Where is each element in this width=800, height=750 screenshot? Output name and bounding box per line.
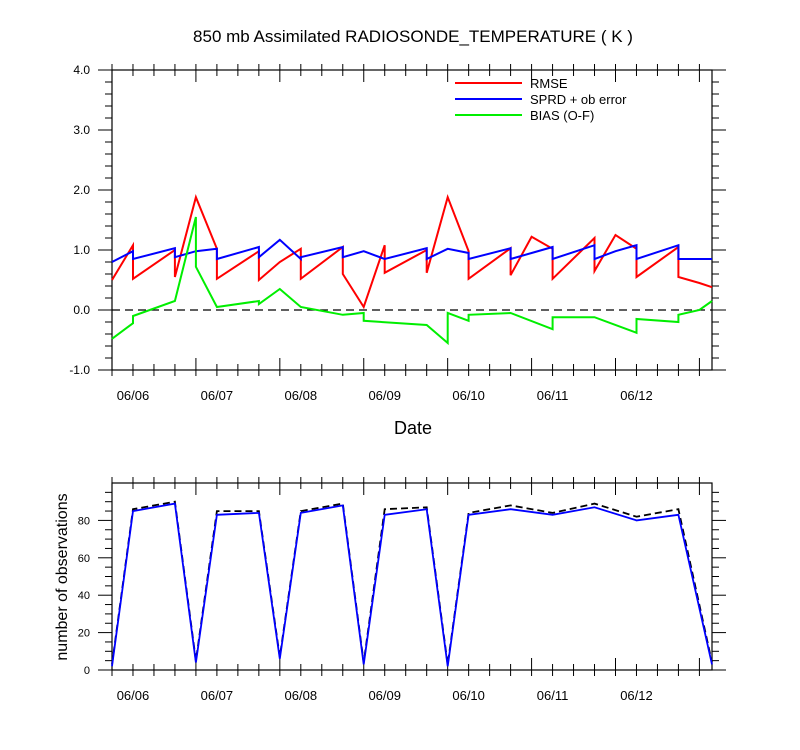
x-axis-label: Date <box>394 418 432 438</box>
x-tick-label: 06/10 <box>452 688 485 703</box>
obs-used-line <box>111 502 713 667</box>
sprd-line <box>111 238 712 263</box>
x-tick-label: 06/11 <box>537 688 569 703</box>
y-tick-label: 40 <box>78 590 90 602</box>
x-tick-label: 06/11 <box>537 388 569 403</box>
y-tick-label: 60 <box>78 553 90 565</box>
top-panel: 06/06 06/07 06/08 06/09 06/10 06/11 06/12 -1.0 0… <box>69 63 726 403</box>
x-tick-label: 06/06 <box>117 388 150 403</box>
plot-frame <box>111 69 713 371</box>
x-tick-label: 06/12 <box>620 688 653 703</box>
legend-label-sprd-line: SPRD + ob error <box>530 92 627 107</box>
x-tick-label: 06/10 <box>452 388 485 403</box>
y-tick-label: 4.0 <box>73 63 90 77</box>
x-tick-label: 06/07 <box>201 388 234 403</box>
bias-line <box>111 216 713 346</box>
x-tick-label: 06/09 <box>368 688 401 703</box>
y-tick-label: 2.0 <box>73 183 90 197</box>
bottom-panel: 06/06 06/07 06/08 06/09 06/10 06/11 06/12 0 20 40… <box>78 477 726 703</box>
x-tick-label: 06/07 <box>201 688 234 703</box>
legend-label-rmse-line: RMSE <box>530 76 568 91</box>
x-tick-label: 06/08 <box>285 688 318 703</box>
y-axis-label-bottom: number of observations <box>54 493 71 660</box>
legend-label-bias-line: BIAS (O-F) <box>530 108 594 123</box>
y-tick-label: 80 <box>78 515 90 527</box>
y-tick-label: 0 <box>84 665 90 677</box>
x-tick-label: 06/06 <box>117 688 150 703</box>
x-tick-label: 06/08 <box>285 388 318 403</box>
y-tick-label: -1.0 <box>69 363 90 377</box>
y-tick-label: 0.0 <box>73 303 90 317</box>
y-tick-label: 1.0 <box>73 243 90 257</box>
y-tick-label: 3.0 <box>73 123 90 137</box>
x-tick-label: 06/09 <box>368 388 401 403</box>
y-tick-label: 20 <box>78 628 90 640</box>
chart-title: 850 mb Assimilated RADIOSONDE_TEMPERATUR… <box>193 27 633 46</box>
obs-total-line <box>111 500 713 665</box>
x-tick-label: 06/12 <box>620 388 653 403</box>
